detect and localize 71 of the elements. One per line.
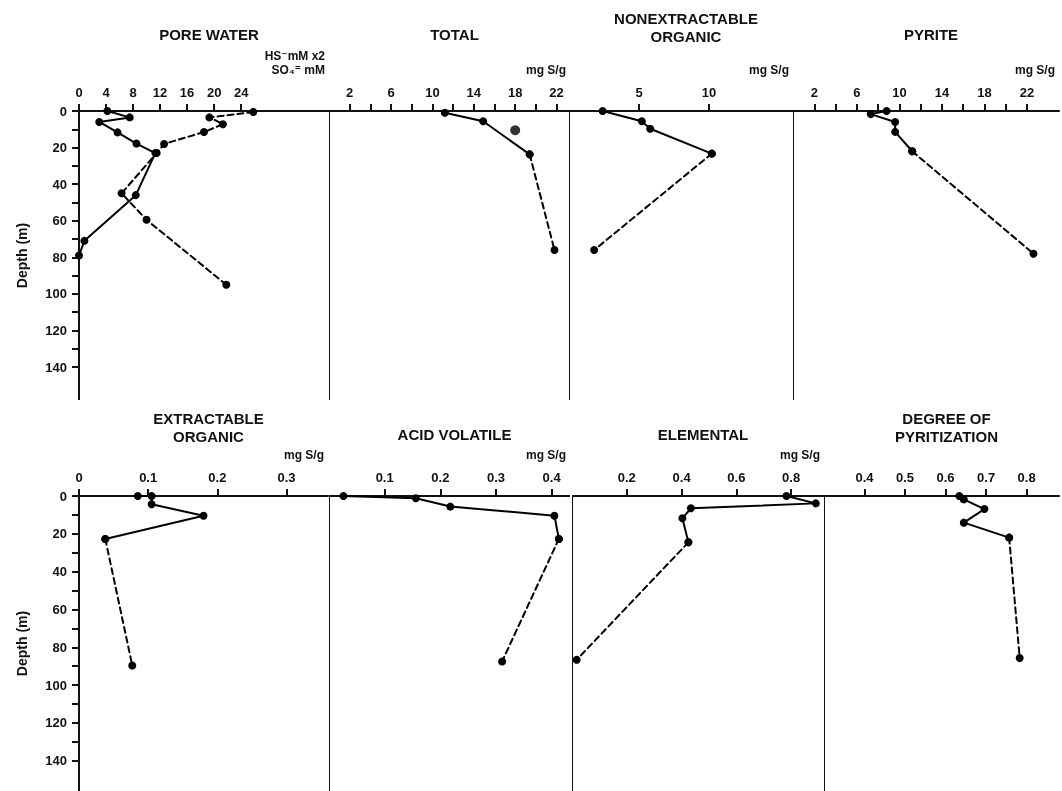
x-tick-label: 0.2 [617, 470, 636, 485]
y-tick-label: 120 [45, 715, 67, 731]
x-axis-title: mg S/g [1014, 63, 1055, 77]
y-tick-label: 60 [52, 213, 67, 229]
x-tick-label: 0.2 [208, 470, 227, 485]
x-tick-label: 0.3 [277, 470, 296, 485]
x-tick-label: 6 [387, 85, 395, 100]
x-tick-label: 0.1 [375, 470, 394, 485]
x-tick-label: 24 [233, 85, 250, 100]
x-tick-label: 10 [425, 85, 440, 100]
y-tick-label: 20 [52, 140, 67, 156]
x-tick-label: 0.1 [139, 470, 158, 485]
x-tick-label: 0.8 [1017, 470, 1036, 485]
x-tick-label: 18 [977, 85, 992, 100]
chart-title: ELEMENTAL [657, 425, 749, 443]
x-tick-label: 18 [507, 85, 523, 100]
x-tick-label: 22 [549, 85, 564, 100]
x-tick-label: 0.7 [977, 470, 996, 485]
y-tick-label: 20 [52, 526, 67, 542]
x-axis-title: HS⁻mM x2 SO₄⁼ mM [264, 49, 326, 77]
chart-title: EXTRACTABLE ORGANIC [153, 409, 264, 445]
x-tick-label: 0.3 [486, 470, 506, 485]
y-tick-label: 140 [45, 753, 67, 769]
y-tick-label: 100 [45, 286, 67, 302]
x-axis-title: mg S/g [283, 448, 324, 462]
x-tick-label: 4 [102, 85, 111, 100]
chart-title: ACID VOLATILE [397, 425, 512, 443]
y-tick-label: 40 [52, 564, 67, 580]
x-tick-label: 14 [934, 85, 950, 100]
x-tick-label: 5 [635, 85, 643, 100]
x-tick-label: 0.6 [727, 470, 746, 485]
x-axis-title: mg S/g [779, 448, 820, 462]
chart-title: TOTAL [430, 25, 479, 43]
chart-title: DEGREE OF PYRITIZATION [894, 409, 999, 445]
x-tick-label: 10 [701, 85, 717, 100]
chart-title: PYRITE [903, 25, 959, 43]
x-tick-label: 0.5 [896, 470, 915, 485]
x-tick-label: 0.6 [936, 470, 955, 485]
x-axis-title: mg S/g [525, 63, 566, 77]
y-tick-label: 100 [45, 677, 67, 693]
x-axis-title: mg S/g [525, 448, 566, 462]
y-tick-label: 40 [52, 176, 67, 192]
x-tick-label: 2 [346, 85, 354, 100]
x-tick-label: 0 [75, 470, 83, 485]
y-axis-title: Depth (m) [14, 222, 30, 289]
x-tick-label: 12 [152, 85, 168, 100]
x-tick-label: 0.4 [542, 470, 562, 485]
x-tick-label: 0.4 [672, 470, 692, 485]
y-axis-title: Depth (m) [14, 610, 30, 677]
x-tick-label: 8 [129, 85, 137, 100]
x-axis-title: mg S/g [748, 63, 789, 77]
x-tick-label: 6 [853, 85, 861, 100]
x-tick-label: 10 [892, 85, 907, 100]
x-tick-label: 20 [206, 85, 222, 100]
x-tick-label: 0 [75, 85, 83, 100]
x-tick-label: 0.2 [431, 470, 450, 485]
chart-title: NONEXTRACTABLE ORGANIC [614, 9, 758, 45]
y-tick-label: 60 [52, 601, 67, 617]
y-tick-label: 120 [45, 322, 67, 338]
x-tick-label: 22 [1019, 85, 1035, 100]
y-tick-label: 0 [59, 488, 67, 504]
y-tick-label: 80 [52, 249, 67, 265]
chart-title: PORE WATER [159, 25, 260, 43]
x-tick-label: 2 [810, 85, 818, 100]
y-tick-label: 80 [52, 639, 67, 655]
x-tick-label: 0.4 [855, 470, 875, 485]
y-tick-label: 0 [59, 103, 67, 119]
x-tick-label: 14 [466, 85, 482, 100]
x-tick-label: 0.8 [782, 470, 801, 485]
y-tick-label: 140 [45, 359, 67, 375]
x-tick-label: 16 [179, 85, 195, 100]
